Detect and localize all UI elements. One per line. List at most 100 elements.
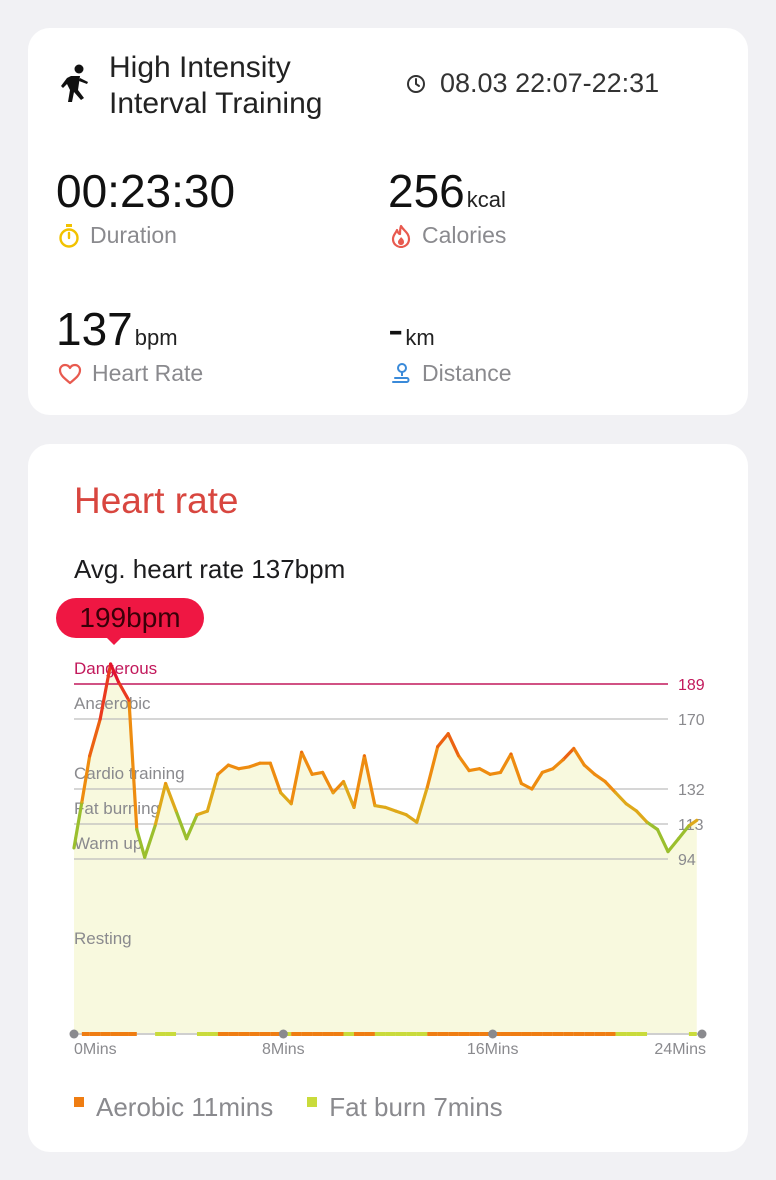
heart-rate-label: Heart Rate (58, 360, 203, 387)
heart-rate-segment (321, 770, 335, 795)
heart-rate-point (109, 662, 112, 666)
heart-rate-point (541, 771, 544, 774)
average-heart-rate: Avg. heart rate 137bpm (74, 554, 346, 584)
heart-rate-point (206, 809, 209, 813)
heart-rate-point (279, 791, 282, 794)
duration-value: 00:23:30 (56, 165, 236, 217)
heart-rate-point (499, 771, 502, 774)
legend-swatch-aerobic (74, 1096, 84, 1107)
heart-rate-point (677, 837, 680, 840)
x-tick-dot (278, 1029, 288, 1039)
heart-rate-point (72, 846, 76, 850)
heart-rate-point (321, 771, 324, 774)
heart-rate-segment (310, 770, 325, 776)
heart-rate-point (488, 773, 492, 776)
workout-title: High Intensity Interval Training (109, 50, 322, 122)
heart-rate-point (478, 767, 481, 770)
heart-rate-segment (561, 746, 576, 762)
heart-rate-segment (446, 732, 461, 758)
heart-rate-segment (205, 772, 220, 813)
heart-rate-segment (88, 717, 102, 758)
heart-rate-segment (164, 781, 178, 813)
peak-badge-pointer (105, 636, 123, 645)
heart-rate-segment (362, 754, 377, 808)
heart-rate-segment (676, 824, 691, 841)
heart-rate-point (687, 824, 691, 827)
heart-rate-point (258, 762, 261, 765)
heart-rate-segment (300, 750, 314, 776)
heart-rate-point (373, 804, 377, 807)
duration-label-text: Duration (90, 222, 177, 248)
heart-rate-segment (645, 820, 660, 832)
zone-label-anaerobic: Anaerobic (74, 694, 151, 713)
heart-rate-value: 137 (56, 303, 133, 355)
heart-rate-segment (540, 767, 555, 774)
zone-label-warm-up: Warm up (74, 834, 142, 853)
heart-rate-segment (404, 813, 419, 824)
distance-stat: -km (388, 306, 435, 352)
x-tick-label: 24Mins (654, 1041, 706, 1058)
legend-item-fat-burn: Fat burn 7mins (307, 1092, 503, 1123)
calories-label-text: Calories (422, 222, 507, 248)
heart-rate-point (164, 782, 167, 785)
heart-rate-point (436, 745, 439, 748)
heart-rate-segment (216, 763, 230, 776)
legend-swatch-fat-burn (307, 1096, 318, 1107)
heart-rate-point (310, 773, 314, 776)
zone-label-cardio-training: Cardio training (74, 764, 185, 783)
heart-rate-segment (108, 662, 121, 684)
heart-rate-segment (613, 791, 628, 806)
heart-rate-unit: bpm (134, 325, 178, 350)
heart-rate-point (394, 809, 398, 813)
heart-rate-segment (184, 813, 199, 841)
zone-label-resting: Resting (74, 929, 132, 948)
heart-rate-point (645, 821, 649, 824)
heart-rate-point (635, 809, 638, 813)
heart-rate-segment (143, 824, 157, 859)
heart-rate-title: Heart rate (74, 480, 239, 521)
heart-rate-point (384, 806, 387, 809)
heart-rate-chart[interactable]: 189 Dangerous 170 Anaerobic 132 Cardio traini… (28, 644, 748, 1064)
heart-rate-segment (415, 785, 429, 824)
heart-rate-point (185, 837, 188, 840)
heart-rate-point (237, 767, 240, 770)
heart-rate-point (88, 754, 91, 757)
heart-rate-point (624, 802, 628, 805)
workout-title-line1: High Intensity (109, 51, 291, 84)
heart-rate-segment (98, 662, 113, 721)
heart-rate-point (80, 800, 84, 804)
heart-rate-point (520, 782, 523, 785)
zone-threshold-anaerobic: 170 (678, 712, 705, 729)
heart-rate-point (457, 754, 460, 757)
heart-rate-point (195, 813, 199, 816)
heart-rate-point (695, 819, 698, 822)
heart-rate-segment (572, 746, 586, 767)
heart-rate-segment (352, 754, 366, 809)
x-tick-dot (697, 1029, 707, 1039)
heart-rate-point (604, 780, 607, 783)
x-tick-dot (488, 1029, 498, 1039)
heart-rate-point (135, 828, 138, 831)
duration-label: Duration (58, 222, 177, 249)
x-tick-dot (69, 1029, 79, 1039)
heart-rate-segment (655, 827, 670, 854)
heart-rate-segment (603, 780, 618, 795)
heart-rate-point (415, 821, 418, 824)
heart-rate-segment (153, 781, 168, 828)
heart-rate-point (583, 763, 586, 767)
heart-rate-segment (634, 809, 649, 824)
heart-rate-segment (467, 767, 482, 773)
workout-time-range: 08.03 22:07-22:31 (406, 68, 659, 99)
heart-rate-segment (341, 780, 356, 809)
heart-icon (58, 363, 82, 384)
heart-rate-point (551, 767, 555, 770)
heart-rate-point (562, 758, 565, 761)
heart-rate-segment (331, 780, 346, 795)
heart-rate-segment (436, 732, 450, 749)
heart-rate-point (352, 806, 356, 809)
workout-summary-card: High Intensity Interval Training 08.03 2… (28, 28, 748, 415)
heart-rate-segment (116, 680, 131, 703)
heart-rate-segment (135, 827, 147, 859)
heart-rate-segment (530, 770, 545, 791)
heart-rate-segment (127, 698, 139, 832)
